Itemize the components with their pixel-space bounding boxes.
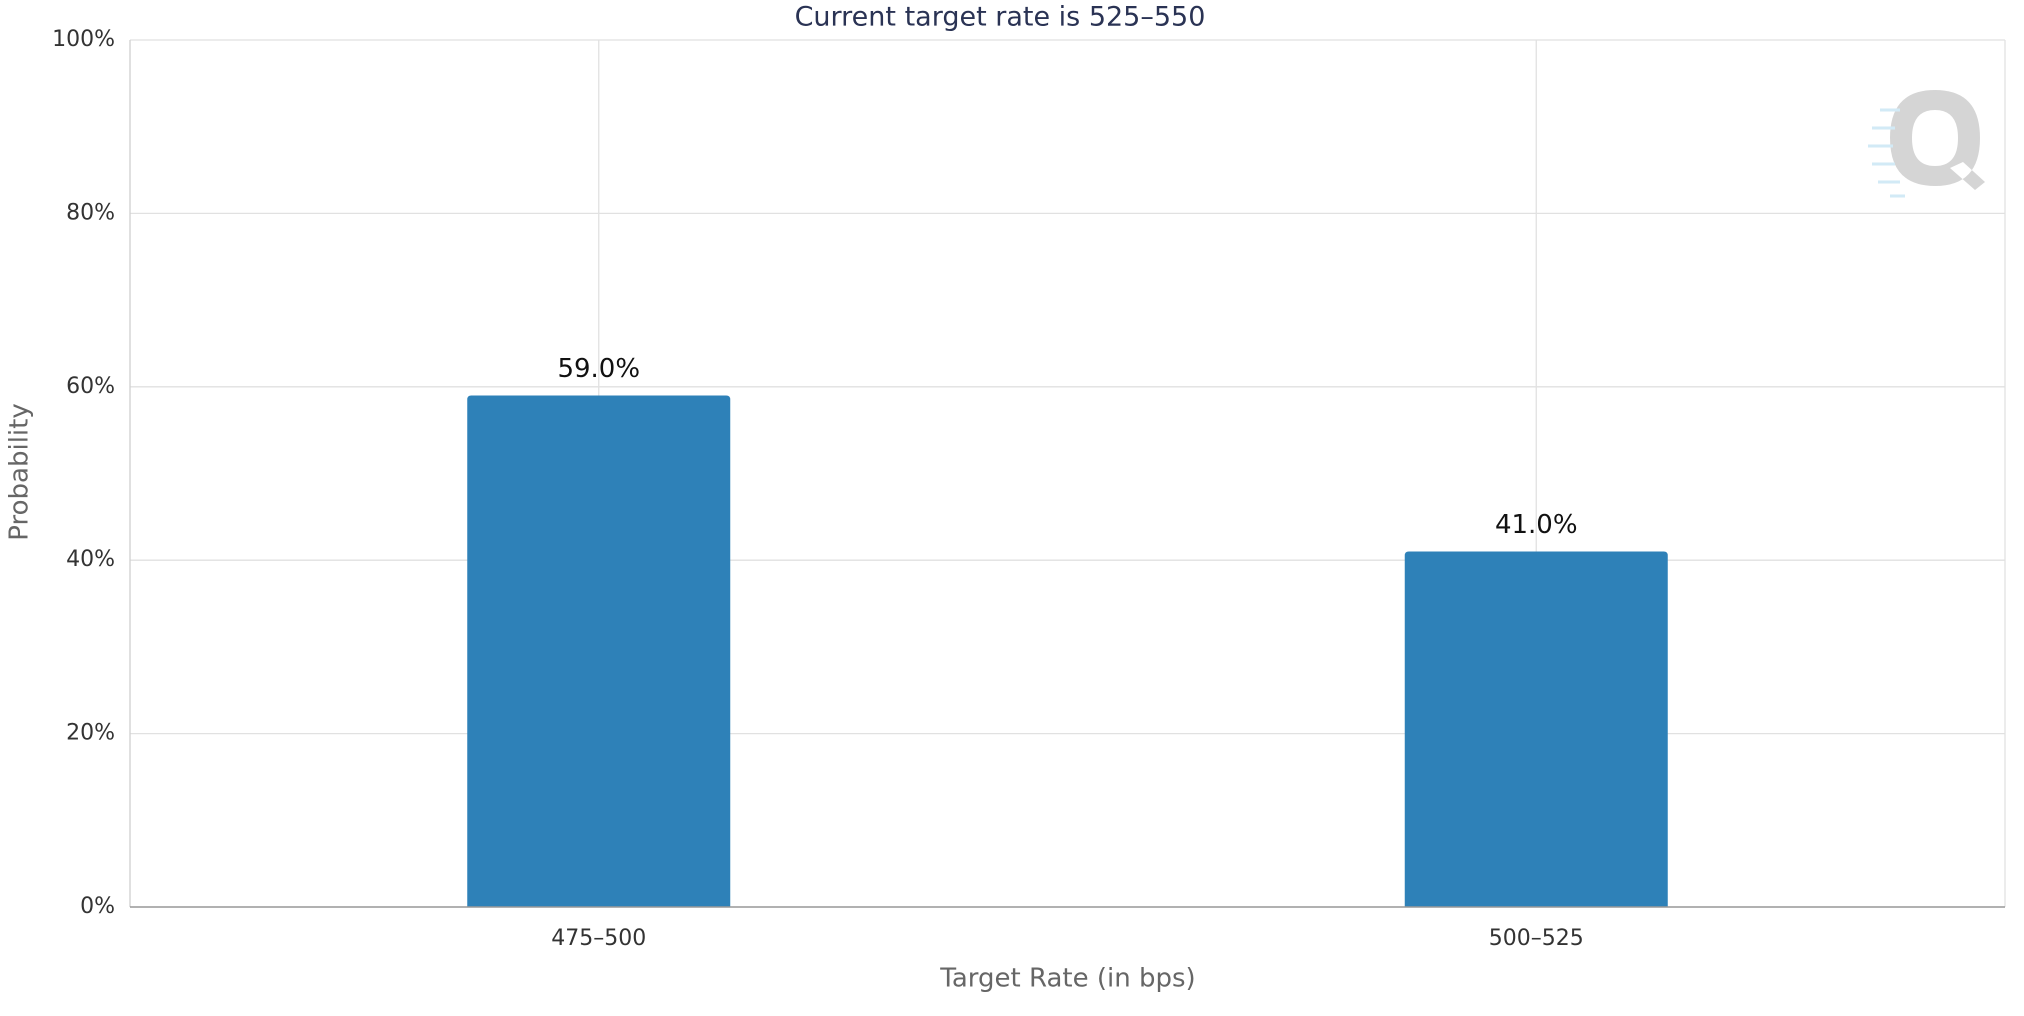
y-tick-label: 60% [66,374,115,399]
y-axis-label: Probability [5,403,35,540]
y-tick-label: 80% [66,200,115,225]
x-tick-label: 500–525 [1489,926,1584,951]
y-tick-label: 0% [80,894,115,919]
y-tick-label: 40% [66,547,115,572]
x-tick-label: 475–500 [551,926,646,951]
bar [467,395,731,907]
y-tick-label: 20% [66,721,115,746]
value-label: 59.0% [557,354,640,384]
value-label: 41.0% [1495,510,1578,540]
x-axis-label: Target Rate (in bps) [939,964,1195,994]
y-tick-label: 100% [52,27,115,52]
watermark-logo [1868,90,1985,198]
bar [1404,551,1668,907]
chart-title: Current target rate is 525–550 [795,2,1206,33]
